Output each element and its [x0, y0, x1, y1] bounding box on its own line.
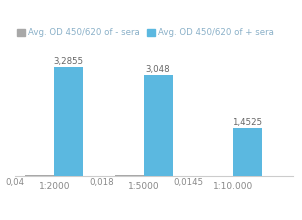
Text: 0,04: 0,04: [5, 178, 24, 187]
Bar: [54, 67, 83, 176]
Text: 0,0145: 0,0145: [173, 178, 203, 187]
Text: 1,4525: 1,4525: [233, 117, 262, 126]
Text: 0,018: 0,018: [89, 178, 114, 187]
Text: 3,2855: 3,2855: [54, 57, 84, 66]
Legend: Avg. OD 450/620 of - sera, Avg. OD 450/620 of + sera: Avg. OD 450/620 of - sera, Avg. OD 450/6…: [14, 25, 278, 40]
Bar: [144, 75, 173, 176]
Text: 3,048: 3,048: [146, 65, 170, 74]
Bar: [25, 175, 54, 176]
Bar: [233, 128, 262, 176]
Bar: [115, 175, 144, 176]
